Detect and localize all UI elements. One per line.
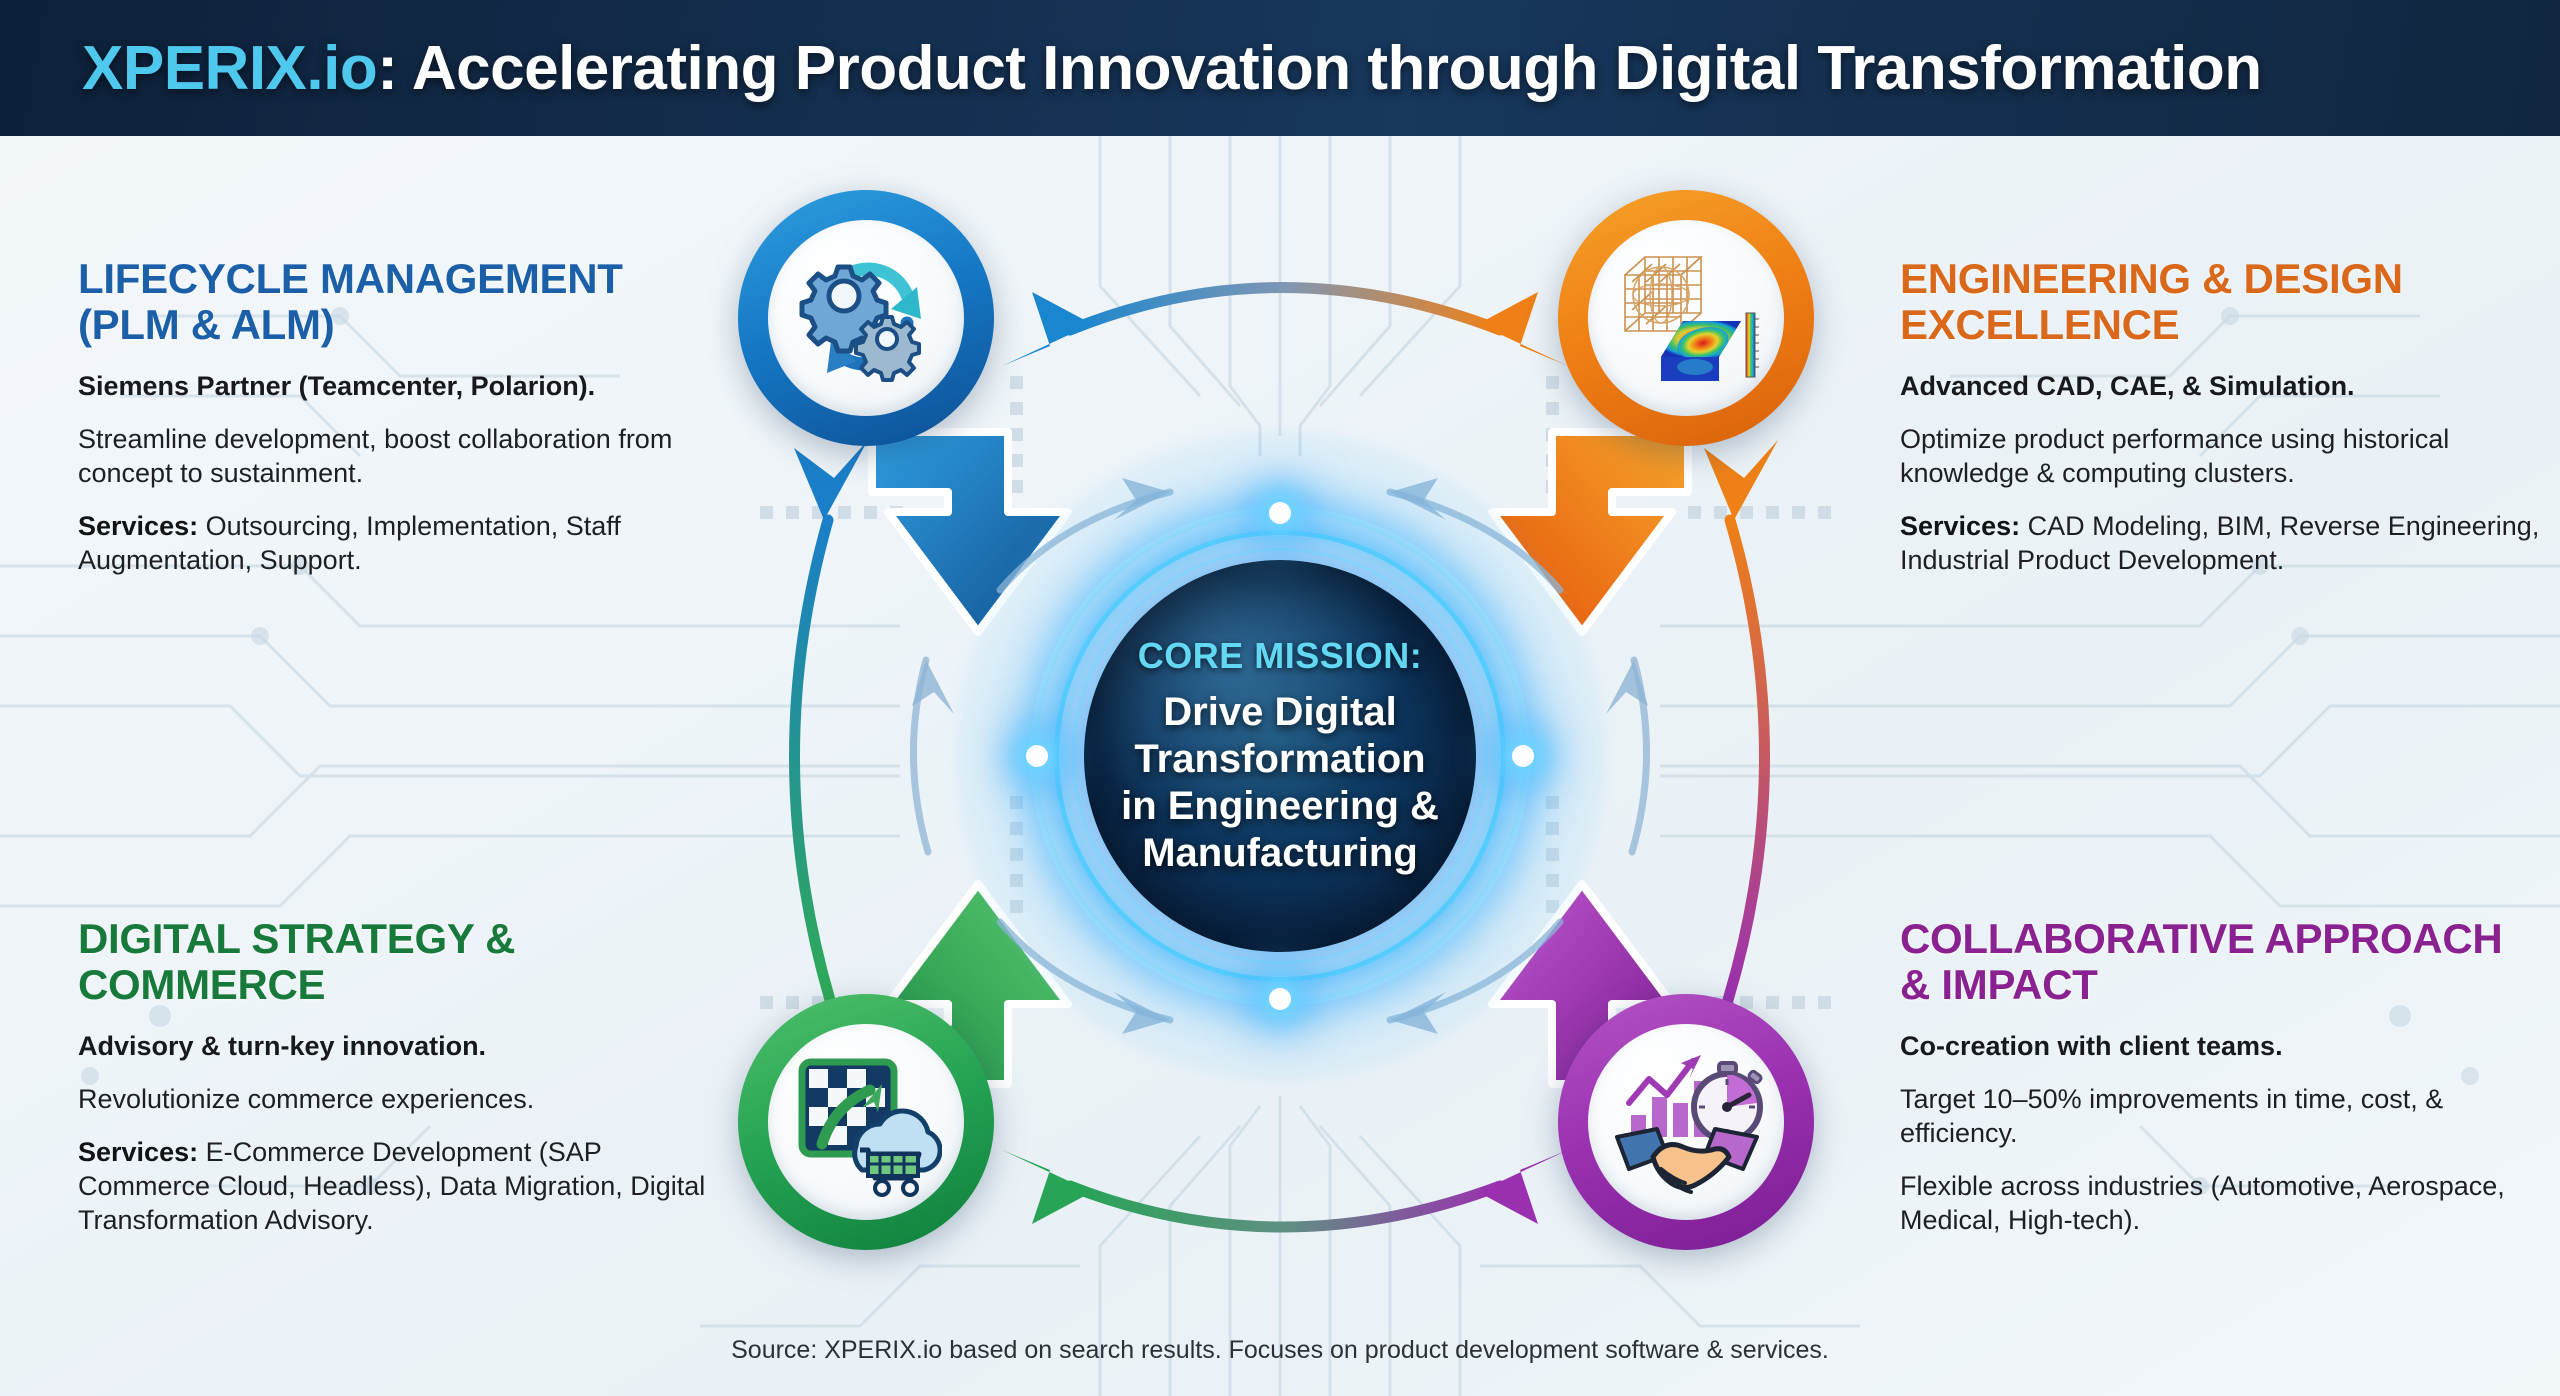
core-ring-mid [1054, 530, 1506, 982]
block-services-digital: Services: E-Commerce Development (SAP Co… [78, 1135, 718, 1237]
block-title-plm: LIFECYCLE MANAGEMENT (PLM & ALM) [78, 255, 623, 349]
core-mission-label: CORE MISSION: [1137, 634, 1423, 676]
block-digital-strategy: DIGITAL STRATEGY & COMMERCE Advisory & t… [78, 915, 718, 1237]
core-spark-right [1512, 745, 1534, 767]
grid-growth-cloud-cart-icon [798, 1058, 942, 1197]
header-bar: XPERIX.io: Accelerating Product Innovati… [0, 0, 2560, 136]
core-disc: CORE MISSION: Drive Digital Transformati… [1084, 560, 1476, 952]
block-title-eng: ENGINEERING & DESIGN EXCELLENCE [1900, 255, 2403, 349]
node-collaborative-approach[interactable] [1558, 994, 1814, 1250]
services-text-eng: CAD Modeling, BIM, Reverse Engineering, … [1900, 511, 2540, 576]
block-body-eng: Optimize product performance using histo… [1900, 424, 2450, 489]
services-label-eng: Services: [1900, 511, 2021, 542]
services-label-plm: Services: [78, 511, 199, 542]
services-text-digital: E-Commerce Development (SAP Commerce Clo… [78, 1137, 706, 1236]
block-body-digital: Revolutionize commerce experiences. [78, 1084, 535, 1115]
title-text: Accelerating Product Innovation through … [411, 33, 2262, 103]
node-digital-strategy[interactable] [738, 994, 994, 1250]
page-title: XPERIX.io: Accelerating Product Innovati… [82, 33, 2262, 104]
block-services-eng: Services: CAD Modeling, BIM, Reverse Eng… [1900, 509, 2540, 577]
core-spark-left [1026, 745, 1048, 767]
block-services-collab: Flexible across industries (Automotive, … [1900, 1169, 2540, 1237]
node-inner-eng [1588, 220, 1784, 416]
block-body-plm: Streamline development, boost collaborat… [78, 424, 673, 489]
block-lead-plm: Siemens Partner (Teamcenter, Polarion). [78, 371, 596, 402]
block-lead-digital: Advisory & turn-key innovation. [78, 1031, 487, 1062]
node-lifecycle-management[interactable] [738, 190, 994, 446]
node-inner-collab [1588, 1024, 1784, 1220]
handshake-chart-stopwatch-icon [1615, 1055, 1763, 1194]
block-body-collab: Target 10–50% improvements in time, cost… [1900, 1084, 2444, 1149]
node-inner-digital [768, 1024, 964, 1220]
core-spark-top [1269, 502, 1291, 524]
block-collaborative-approach: COLLABORATIVE APPROACH & IMPACT Co-creat… [1900, 915, 2540, 1237]
gears-cycle-icon [799, 262, 921, 382]
title-separator: : [377, 33, 398, 103]
services-text-plm: Outsourcing, Implementation, Staff Augme… [78, 511, 621, 576]
block-services-plm: Services: Outsourcing, Implementation, S… [78, 509, 718, 577]
core-mission-hub: CORE MISSION: Drive Digital Transformati… [954, 430, 1606, 1082]
block-lead-eng: Advanced CAD, CAE, & Simulation. [1900, 371, 2355, 402]
block-title-digital: DIGITAL STRATEGY & COMMERCE [78, 915, 516, 1009]
core-ring-inner [1072, 548, 1488, 964]
core-spark-bottom [1269, 988, 1291, 1010]
brand-name: XPERIX.io [82, 33, 378, 103]
source-note: Source: XPERIX.io based on search result… [731, 1336, 1829, 1364]
services-label-digital: Services: [78, 1137, 199, 1168]
block-title-collab: COLLABORATIVE APPROACH & IMPACT [1900, 915, 2503, 1009]
block-engineering-design: ENGINEERING & DESIGN EXCELLENCE Advanced… [1900, 255, 2540, 577]
node-engineering-design[interactable] [1558, 190, 1814, 446]
services-text-collab: Flexible across industries (Automotive, … [1900, 1171, 2505, 1236]
mesh-cube-fea-icon [1624, 256, 1759, 381]
block-lead-collab: Co-creation with client teams. [1900, 1031, 2283, 1062]
block-lifecycle-management: LIFECYCLE MANAGEMENT (PLM & ALM) Siemens… [78, 255, 718, 577]
node-inner-plm [768, 220, 964, 416]
core-mission-statement: Drive Digital Transformation in Engineer… [1121, 689, 1439, 876]
